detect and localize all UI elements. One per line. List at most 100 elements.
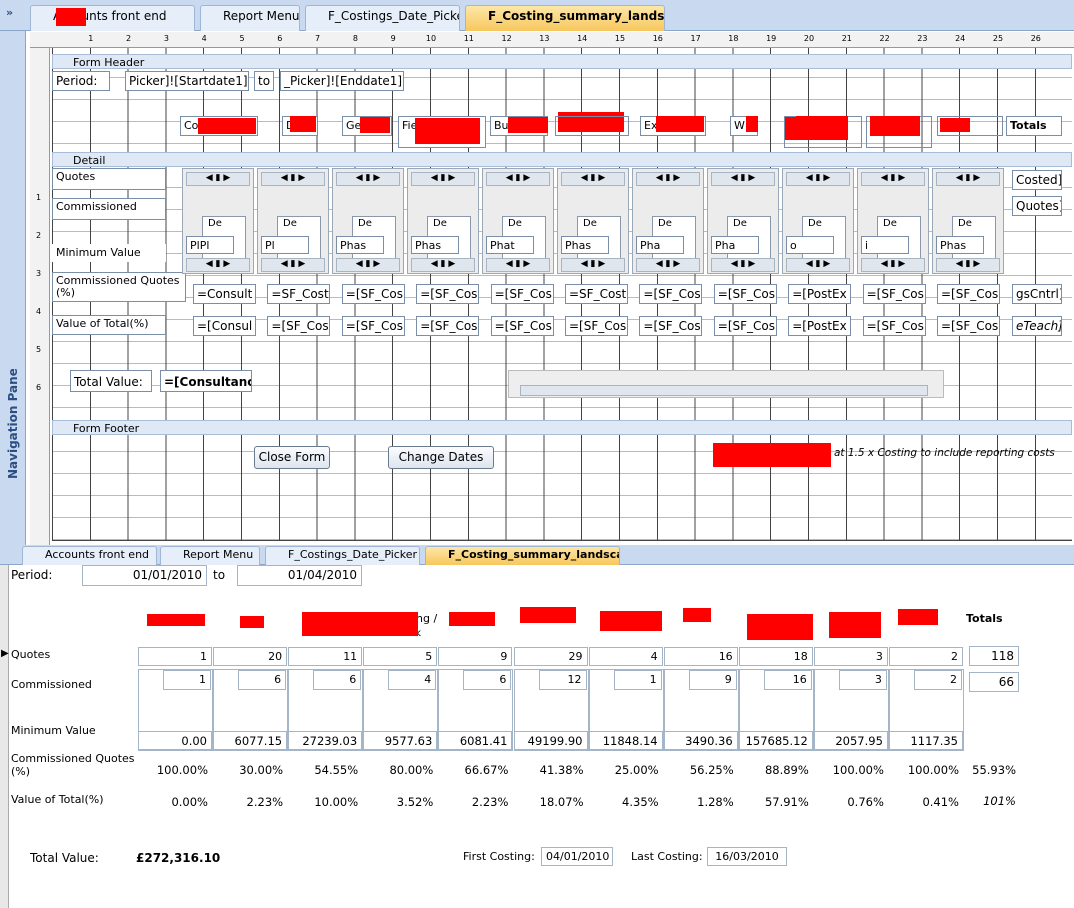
button[interactable]: Close Form (254, 446, 330, 469)
tab[interactable]: F_Costings_Date_Picker (265, 546, 420, 565)
formula-field: =[SF_Cos (713, 284, 777, 304)
record-selector[interactable] (0, 565, 9, 908)
subform-scroll[interactable]: ◀ ▮ ▶ (186, 258, 250, 272)
date-field[interactable]: 04/01/2010 (541, 847, 613, 866)
subform-scroll[interactable]: ◀ ▮ ▶ (261, 172, 325, 186)
tab[interactable]: F_Costing_summary_landscape (425, 546, 620, 565)
commissioned-field[interactable]: 12 (538, 670, 587, 690)
row-label: Minimum Value (11, 724, 96, 737)
tab[interactable]: Accounts front end (22, 546, 157, 565)
ruler-number: 26 (1030, 34, 1041, 43)
min-value-field[interactable]: 6077.15 (213, 731, 288, 750)
tab[interactable]: Report Menu (160, 546, 260, 565)
subform-scroll[interactable]: ◀ ▮ ▶ (861, 172, 925, 186)
commissioned-frame (889, 669, 964, 751)
subform-scroll[interactable]: ◀ ▮ ▶ (336, 258, 400, 272)
min-value-field[interactable]: 0.00 (138, 731, 212, 750)
subform-scroll[interactable]: ◀ ▮ ▶ (936, 258, 1000, 272)
tab[interactable]: Report Menu (200, 5, 300, 31)
subreport-scroll[interactable] (520, 385, 928, 396)
subform-scroll[interactable]: ◀ ▮ ▶ (561, 172, 625, 186)
commissioned-field[interactable]: 6 (238, 670, 287, 690)
subform-value: o (786, 236, 834, 254)
commissioned-field[interactable]: 2 (914, 670, 962, 690)
subform-scroll[interactable]: ◀ ▮ ▶ (411, 258, 475, 272)
quotes-field[interactable]: 1 (138, 647, 212, 666)
commissioned-field[interactable]: 1 (163, 670, 211, 690)
subform-scroll[interactable]: ◀ ▮ ▶ (486, 172, 550, 186)
subform-scroll[interactable]: ◀ ▮ ▶ (261, 258, 325, 272)
label: Total Value: (30, 851, 99, 865)
pct-total: 101% (983, 794, 1016, 808)
commissioned-field[interactable]: 9 (688, 670, 737, 690)
min-value-field[interactable]: 157685.12 (738, 731, 813, 750)
subform-header: De (883, 218, 897, 229)
ruler-number: 2 (36, 231, 42, 240)
subform-scroll[interactable]: ◀ ▮ ▶ (936, 172, 1000, 186)
min-value-field[interactable]: 2057.95 (813, 731, 888, 750)
field: Costed] (1012, 170, 1062, 190)
subform-scroll[interactable]: ◀ ▮ ▶ (486, 258, 550, 272)
subform-scroll[interactable]: ◀ ▮ ▶ (636, 172, 700, 186)
subform-scroll[interactable]: ◀ ▮ ▶ (561, 258, 625, 272)
commissioned-total[interactable]: 66 (969, 672, 1019, 692)
button[interactable]: Change Dates (388, 446, 494, 469)
tab[interactable]: Accounts front end (30, 5, 195, 31)
nav-expand[interactable]: » (6, 6, 14, 19)
commissioned-field[interactable]: 3 (838, 670, 887, 690)
record-arrow: ▶ (1, 648, 9, 659)
commissioned-field[interactable]: 6 (463, 670, 512, 690)
commissioned-field[interactable]: 6 (313, 670, 362, 690)
min-value-field[interactable]: 27239.03 (288, 731, 363, 750)
pct-field: 54.55% (314, 763, 359, 777)
quotes-total[interactable]: 118 (969, 646, 1019, 666)
subform-scroll[interactable]: ◀ ▮ ▶ (636, 258, 700, 272)
pct-field: 0.41% (922, 795, 959, 809)
quotes-field[interactable]: 3 (813, 647, 888, 666)
subform-scroll[interactable]: ◀ ▮ ▶ (786, 172, 850, 186)
min-value-field[interactable]: 6081.41 (438, 731, 513, 750)
subform-scroll[interactable]: ◀ ▮ ▶ (711, 258, 775, 272)
quotes-field[interactable]: 4 (588, 647, 663, 666)
pct-field: 2.23% (471, 795, 509, 809)
row-label: Quotes (52, 168, 166, 190)
commissioned-field[interactable]: 16 (763, 670, 812, 690)
total-value: £272,316.10 (136, 851, 221, 865)
subform-header: De (208, 218, 222, 229)
nav-pane[interactable] (0, 31, 26, 545)
quotes-field[interactable]: 18 (738, 647, 813, 666)
field: gsCntrl] (1012, 284, 1062, 304)
ruler-number: 3 (36, 269, 42, 278)
formula-field: =[Consultancy (160, 370, 252, 392)
quotes-field[interactable]: 20 (213, 647, 288, 666)
pct-field: 10.00% (314, 795, 359, 809)
tab[interactable]: F_Costings_Date_Picker (305, 5, 460, 31)
commissioned-frame (738, 669, 814, 751)
min-value-field[interactable]: 1117.35 (889, 731, 963, 750)
quotes-field[interactable]: 5 (363, 647, 438, 666)
commissioned-field[interactable]: 1 (613, 670, 662, 690)
date-field[interactable]: 16/03/2010 (707, 847, 787, 866)
quotes-field[interactable]: 9 (438, 647, 513, 666)
redaction (302, 612, 418, 636)
tab[interactable]: F_Costing_summary_landscape (465, 5, 665, 31)
ruler-number: 10 (425, 34, 437, 43)
textbox[interactable]: 01/04/2010 (237, 565, 362, 586)
min-value-field[interactable]: 11848.14 (588, 731, 663, 750)
quotes-field[interactable]: 16 (663, 647, 738, 666)
subform-header: De (583, 218, 597, 229)
subform-scroll[interactable]: ◀ ▮ ▶ (186, 172, 250, 186)
min-value-field[interactable]: 3490.36 (663, 731, 738, 750)
subform-scroll[interactable]: ◀ ▮ ▶ (861, 258, 925, 272)
subform-scroll[interactable]: ◀ ▮ ▶ (711, 172, 775, 186)
commissioned-field[interactable]: 4 (388, 670, 437, 690)
textbox[interactable]: 01/01/2010 (82, 565, 207, 586)
subform-scroll[interactable]: ◀ ▮ ▶ (411, 172, 475, 186)
quotes-field[interactable]: 29 (513, 647, 588, 666)
min-value-field[interactable]: 49199.90 (513, 731, 588, 750)
subform-scroll[interactable]: ◀ ▮ ▶ (336, 172, 400, 186)
quotes-field[interactable]: 2 (889, 647, 963, 666)
subform-scroll[interactable]: ◀ ▮ ▶ (786, 258, 850, 272)
min-value-field[interactable]: 9577.63 (363, 731, 438, 750)
quotes-field[interactable]: 11 (288, 647, 363, 666)
